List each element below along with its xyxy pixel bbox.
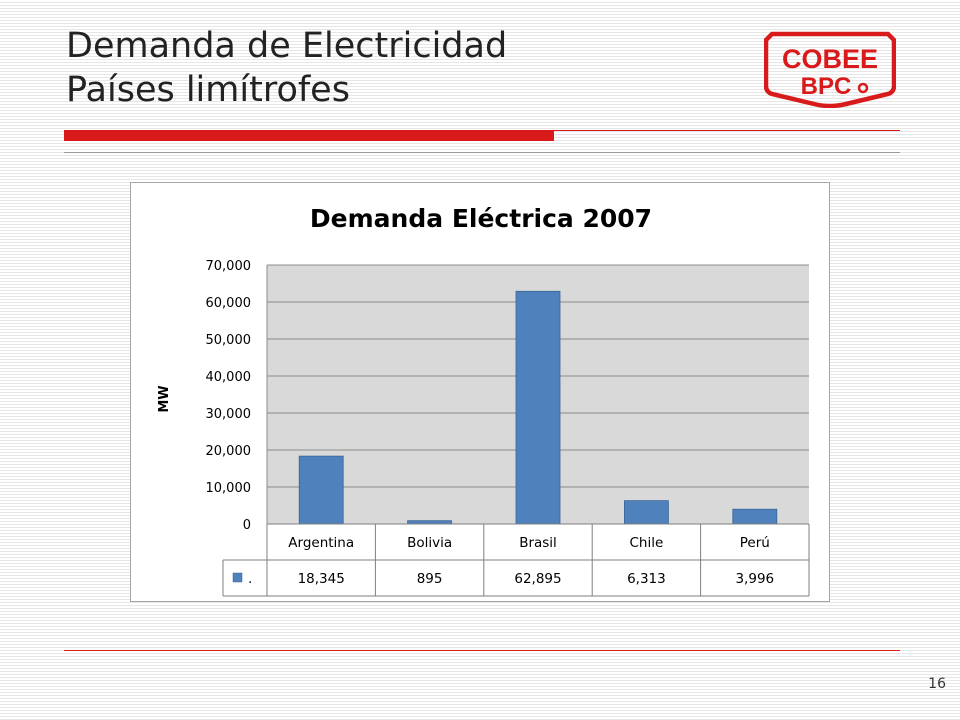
footer-divider bbox=[64, 650, 900, 651]
title-underline-thick bbox=[64, 130, 554, 141]
legend-series-name: . bbox=[248, 571, 252, 587]
data-table-value: 18,345 bbox=[298, 571, 345, 587]
cobee-logo: COBEE BPC bbox=[764, 31, 896, 108]
x-category-label: Perú bbox=[740, 535, 770, 551]
logo-outline bbox=[764, 31, 896, 108]
logo-line2: BPC bbox=[801, 73, 852, 100]
bar-chile bbox=[623, 500, 669, 525]
bar-chart: Demanda Eléctrica 2007 MW 0 10,000 20,000 3… bbox=[157, 204, 810, 597]
slide-title: Demanda de Electricidad Países limítrofe… bbox=[66, 24, 507, 112]
title-underline-thin bbox=[554, 130, 900, 131]
bar-brasil bbox=[515, 290, 561, 525]
data-table-value: 895 bbox=[417, 571, 443, 587]
x-category-label: Bolivia bbox=[407, 535, 452, 551]
x-category-label: Argentina bbox=[288, 535, 354, 551]
chart-title: Demanda Eléctrica 2007 bbox=[310, 204, 652, 233]
legend-swatch bbox=[232, 572, 243, 583]
page-number: 16 bbox=[928, 676, 946, 692]
slide-title-line2: Países limítrofes bbox=[66, 70, 350, 110]
slide-title-line1: Demanda de Electricidad bbox=[66, 26, 508, 66]
y-tick-label: 70,000 bbox=[206, 259, 252, 274]
logo-line1: COBEE bbox=[782, 44, 878, 74]
x-category-label: Chile bbox=[630, 535, 664, 551]
bar-perú bbox=[732, 508, 778, 525]
bar-argentina bbox=[298, 455, 344, 525]
y-tick-label: 0 bbox=[243, 518, 251, 533]
data-table-value: 3,996 bbox=[735, 571, 774, 587]
y-tick-label: 20,000 bbox=[206, 444, 252, 459]
chart-container: Demanda Eléctrica 2007 MW 0 10,000 20,000 3… bbox=[130, 182, 830, 602]
y-tick-label: 30,000 bbox=[206, 407, 252, 422]
y-tick-label: 40,000 bbox=[206, 370, 252, 385]
data-table-value: 6,313 bbox=[627, 571, 666, 587]
y-tick-label: 50,000 bbox=[206, 333, 252, 348]
header-divider bbox=[64, 152, 900, 153]
y-axis-title: MW bbox=[157, 385, 172, 412]
data-table-value: 62,895 bbox=[514, 571, 561, 587]
x-category-label: Brasil bbox=[519, 535, 557, 551]
y-tick-label: 60,000 bbox=[206, 296, 252, 311]
y-tick-label: 10,000 bbox=[206, 481, 252, 496]
logo-dot bbox=[857, 82, 869, 94]
